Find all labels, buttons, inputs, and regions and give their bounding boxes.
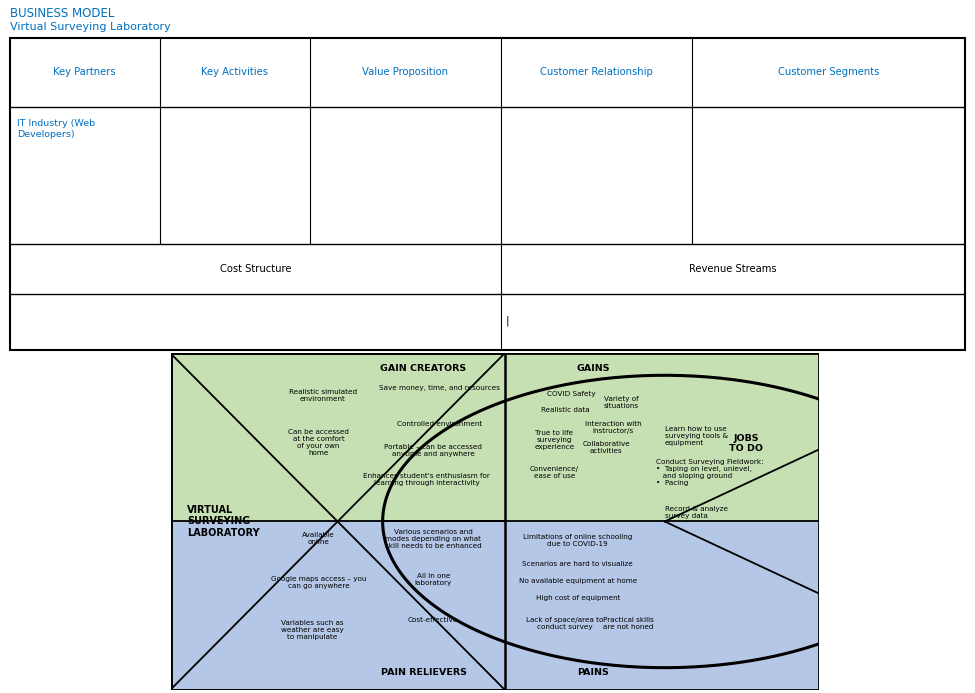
- Text: Available
online: Available online: [302, 532, 334, 545]
- Text: Key Partners: Key Partners: [54, 67, 116, 78]
- Text: Convenience/
ease of use: Convenience/ ease of use: [529, 466, 579, 479]
- Text: All in one
laboratory: All in one laboratory: [414, 572, 451, 586]
- Text: Various scenarios and
modes depending on what
skill needs to be enhanced: Various scenarios and modes depending on…: [385, 529, 482, 549]
- Text: High cost of equipment: High cost of equipment: [535, 595, 620, 601]
- Bar: [171, 353, 819, 521]
- Text: Realistic simulated
environment: Realistic simulated environment: [289, 389, 357, 402]
- Text: Collaborative
activities: Collaborative activities: [582, 441, 630, 454]
- Text: Conduct Surveying Fieldwork:
•  Taping on level, unlevel,
   and sloping ground
: Conduct Surveying Fieldwork: • Taping on…: [655, 459, 763, 486]
- Bar: [171, 521, 819, 690]
- Text: Learn how to use
surveying tools &
equipment: Learn how to use surveying tools & equip…: [665, 426, 727, 446]
- Text: No available equipment at home: No available equipment at home: [519, 578, 637, 584]
- Text: Virtual Surveying Laboratory: Virtual Surveying Laboratory: [10, 22, 171, 32]
- Text: Record & analyze
survey data: Record & analyze survey data: [665, 507, 727, 519]
- Text: Controlled environment: Controlled environment: [397, 421, 483, 427]
- Text: Limitations of online schooling
due to COVID-19: Limitations of online schooling due to C…: [524, 534, 633, 547]
- Text: Realistic data: Realistic data: [540, 407, 589, 413]
- Text: Customer Relationship: Customer Relationship: [540, 67, 653, 78]
- Text: Variables such as
weather are easy
to manipulate: Variables such as weather are easy to ma…: [281, 620, 343, 640]
- Text: COVID Safety: COVID Safety: [547, 391, 596, 397]
- Text: GAINS: GAINS: [576, 365, 610, 374]
- Text: Lack of space/area to
conduct survey: Lack of space/area to conduct survey: [526, 617, 604, 630]
- Text: Interaction with
instructor/s: Interaction with instructor/s: [584, 421, 642, 434]
- Text: Variety of
situations: Variety of situations: [604, 396, 639, 410]
- Polygon shape: [382, 376, 947, 521]
- Text: Revenue Streams: Revenue Streams: [689, 264, 777, 274]
- Text: PAIN RELIEVERS: PAIN RELIEVERS: [380, 668, 466, 677]
- Text: Enhances student's enthusiasm for
learning through interactivity: Enhances student's enthusiasm for learni…: [364, 473, 490, 486]
- Text: GAIN CREATORS: GAIN CREATORS: [380, 364, 467, 373]
- Text: True to life
surveying
experience: True to life surveying experience: [534, 430, 574, 450]
- Text: Portable – can be accessed
anytime and anywhere: Portable – can be accessed anytime and a…: [384, 444, 483, 457]
- Text: Key Activities: Key Activities: [201, 67, 268, 78]
- Text: IT Industry (Web
Developers): IT Industry (Web Developers): [18, 119, 96, 139]
- Text: Cost-effective: Cost-effective: [409, 617, 458, 623]
- Text: Save money, time, and resources: Save money, time, and resources: [379, 385, 500, 392]
- Text: JOBS
TO DO: JOBS TO DO: [729, 434, 763, 453]
- Text: Practical skills
are not honed: Practical skills are not honed: [603, 617, 654, 630]
- Polygon shape: [382, 521, 947, 667]
- Text: Cost Structure: Cost Structure: [219, 264, 292, 274]
- Text: Value Proposition: Value Proposition: [363, 67, 448, 78]
- Text: PAINS: PAINS: [577, 668, 609, 677]
- Text: |: |: [506, 316, 509, 326]
- Text: Customer Segments: Customer Segments: [778, 67, 879, 78]
- Text: VIRTUAL
SURVEYING
LABORATORY: VIRTUAL SURVEYING LABORATORY: [187, 505, 259, 538]
- Text: BUSINESS MODEL: BUSINESS MODEL: [10, 7, 114, 20]
- Text: Google maps access – you
can go anywhere: Google maps access – you can go anywhere: [271, 576, 367, 589]
- Text: Can be accessed
at the comfort
of your own
home: Can be accessed at the comfort of your o…: [288, 429, 349, 456]
- Bar: [171, 353, 504, 690]
- Text: Scenarios are hard to visualize: Scenarios are hard to visualize: [523, 561, 633, 567]
